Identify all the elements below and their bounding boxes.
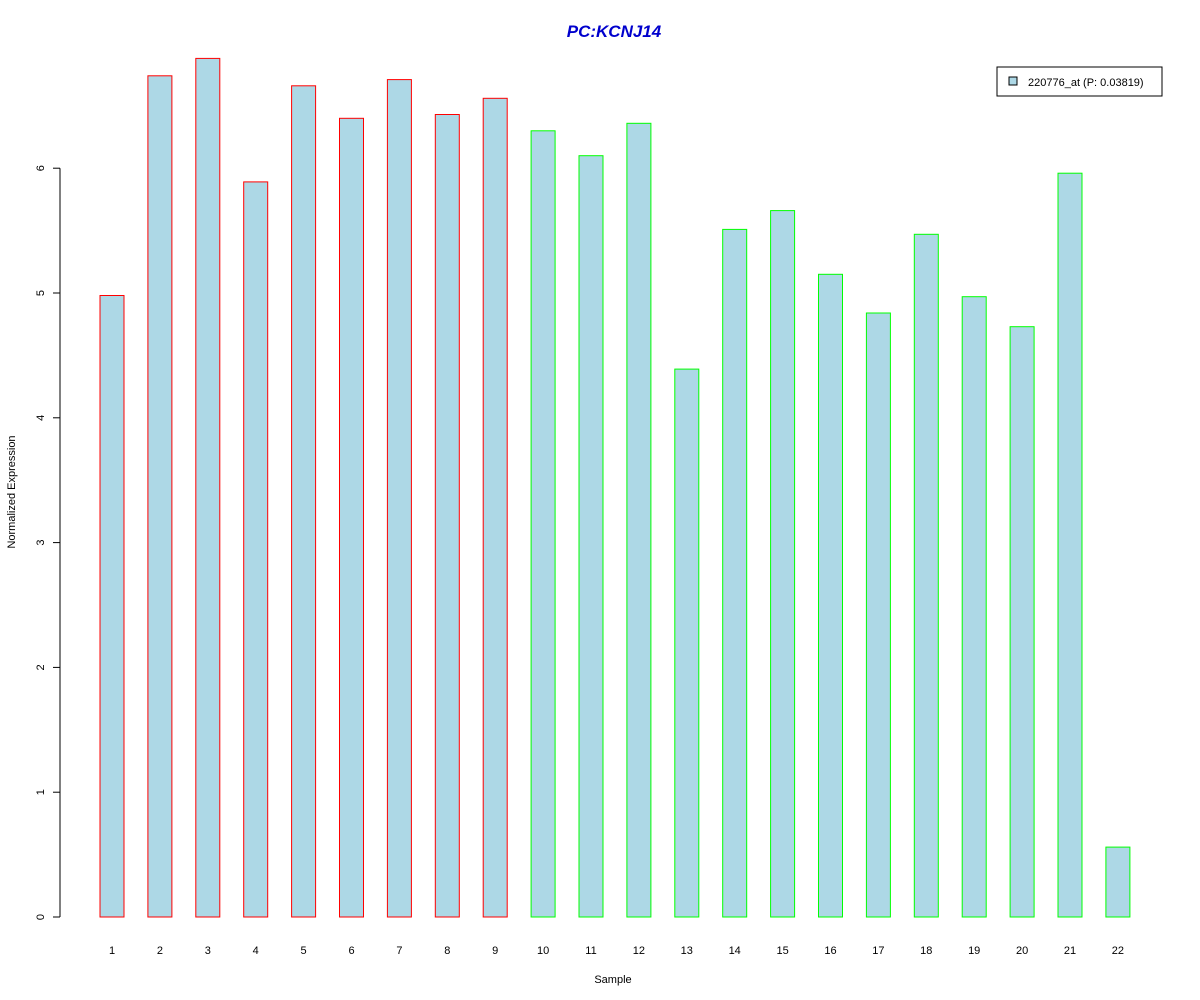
x-tick-label: 12: [633, 945, 645, 957]
x-tick-label: 14: [729, 945, 741, 957]
x-tick-label: 11: [585, 945, 596, 957]
bar-sample-5: [291, 85, 317, 918]
bar-sample-21: [1057, 172, 1083, 918]
x-tick-label: 17: [872, 945, 884, 957]
x-tick-label: 20: [1016, 945, 1028, 957]
bar-sample-4: [243, 181, 269, 918]
bar-sample-13: [674, 368, 700, 918]
x-tick-label: 10: [537, 945, 549, 957]
y-tick-label: 0: [35, 914, 47, 920]
x-tick-label: 21: [1064, 945, 1076, 957]
bar-sample-19: [961, 296, 987, 918]
y-tick-label: 4: [35, 415, 47, 421]
x-tick-label: 3: [205, 945, 211, 957]
bar-sample-22: [1105, 846, 1131, 918]
x-tick-label: 5: [301, 945, 307, 957]
legend-label: 220776_at (P: 0.03819): [1028, 77, 1144, 89]
y-axis-label: Normalized Expression: [6, 435, 18, 548]
x-tick-label: 22: [1112, 945, 1124, 957]
bar-sample-2: [147, 75, 173, 918]
x-tick-label: 19: [968, 945, 980, 957]
x-tick-label: 16: [824, 945, 836, 957]
bars: [99, 57, 1131, 918]
bar-sample-16: [818, 273, 843, 918]
bar-sample-11: [578, 155, 604, 918]
x-tick-label: 1: [109, 945, 115, 957]
y-tick-label: 3: [35, 540, 47, 546]
x-tick-label: 13: [681, 945, 693, 957]
x-tick-label: 2: [157, 945, 163, 957]
y-tick-label: 6: [35, 165, 47, 171]
bar-sample-12: [626, 122, 652, 918]
x-tick-label: 8: [444, 945, 450, 957]
bar-sample-7: [386, 79, 412, 918]
y-axis: 0 1 2 3 4 5 6: [35, 165, 61, 920]
bar-sample-17: [865, 312, 891, 918]
x-tick-label: 9: [492, 945, 498, 957]
bar-sample-10: [530, 130, 556, 918]
legend: 220776_at (P: 0.03819): [996, 66, 1163, 97]
x-axis-label: Sample: [594, 974, 631, 986]
x-tick-label: 18: [920, 945, 932, 957]
x-tick-label: 6: [348, 945, 354, 957]
y-tick-label: 5: [35, 290, 47, 296]
bar-sample-18: [913, 233, 939, 918]
bar-sample-14: [722, 228, 748, 918]
legend-box: [996, 66, 1163, 97]
y-tick-label: 1: [35, 789, 47, 795]
x-tick-label: 15: [776, 945, 788, 957]
bar-sample-1: [99, 295, 125, 918]
x-tick-label: 4: [253, 945, 259, 957]
bar-sample-8: [434, 114, 460, 918]
bar-sample-9: [482, 97, 508, 918]
legend-swatch: [1008, 76, 1018, 86]
x-tick-labels: 1 2 3 4 5 6 7 8 9 10 11 12 13 14 15 16 17 18 19 20 21 22: [109, 945, 1124, 957]
bar-sample-3: [195, 57, 221, 918]
y-tick-label: 2: [35, 664, 47, 670]
bar-sample-20: [1009, 326, 1035, 918]
bar-sample-6: [339, 117, 364, 918]
chart-title: PC:KCNJ14: [567, 22, 662, 41]
bar-sample-15: [770, 210, 796, 918]
x-tick-label: 7: [396, 945, 402, 957]
